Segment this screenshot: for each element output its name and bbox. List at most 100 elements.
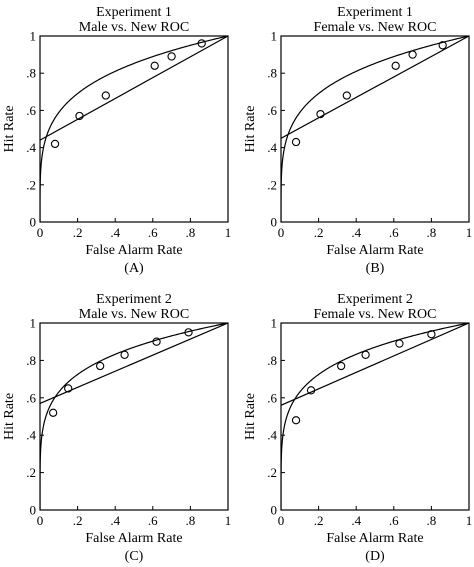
data-point <box>408 50 417 59</box>
x-tick-label: 0 <box>37 225 44 240</box>
chart-subtitle: Female vs. New ROC <box>314 307 437 322</box>
x-tick-label: .6 <box>389 225 399 240</box>
y-tick-label: 0 <box>30 215 37 230</box>
y-tick-label: .8 <box>267 66 277 81</box>
linear-fit-line <box>281 323 469 406</box>
data-point <box>152 337 161 346</box>
x-tick-label: 1 <box>466 513 473 528</box>
plot-frame <box>39 35 229 223</box>
linear-fit-line <box>281 36 469 139</box>
y-tick-label: .4 <box>267 140 277 155</box>
y-tick-label: .6 <box>267 103 277 118</box>
data-point <box>167 52 176 61</box>
chart-subtitle: Male vs. New ROC <box>79 307 189 322</box>
data-point <box>75 111 84 121</box>
data-point <box>361 350 370 359</box>
roc-curve <box>40 323 228 510</box>
y-tick-label: .8 <box>26 66 36 81</box>
linear-fit-line <box>40 36 228 141</box>
roc-curve <box>40 36 228 222</box>
roc-curve <box>281 323 469 510</box>
data-point <box>120 350 129 359</box>
chart-subtitle: Male vs. New ROC <box>79 20 189 35</box>
data-point <box>391 61 400 70</box>
x-tick-label: .8 <box>427 225 437 240</box>
x-axis-label: False Alarm Rate <box>85 531 182 546</box>
chart-title: Experiment 2 <box>337 292 413 307</box>
x-axis-label: False Alarm Rate <box>326 243 423 258</box>
y-tick-label: .8 <box>267 353 277 368</box>
x-axis-label: False Alarm Rate <box>85 243 182 258</box>
x-tick-label: .8 <box>186 225 196 240</box>
linear-fit-line <box>40 323 228 404</box>
y-tick-label: 1 <box>30 316 37 331</box>
y-tick-label: 1 <box>30 29 37 44</box>
plot-frame <box>39 322 229 511</box>
y-axis-label: Hit Rate <box>243 105 258 152</box>
panel-label: (A) <box>124 261 144 276</box>
data-point <box>395 339 404 348</box>
x-tick-label: 1 <box>225 225 232 240</box>
y-tick-label: 0 <box>30 503 37 518</box>
y-tick-label: .4 <box>26 428 36 443</box>
y-tick-label: .6 <box>26 103 36 118</box>
x-tick-label: .8 <box>427 513 437 528</box>
data-point <box>96 361 105 371</box>
x-tick-label: .4 <box>351 225 361 240</box>
chart-subtitle: Female vs. New ROC <box>314 20 437 35</box>
x-tick-label: 0 <box>278 513 285 528</box>
x-tick-label: 1 <box>466 225 473 240</box>
y-tick-label: .4 <box>26 140 36 155</box>
y-tick-label: .4 <box>267 428 277 443</box>
data-point <box>101 91 110 100</box>
data-point <box>291 137 301 147</box>
y-axis-label: Hit Rate <box>243 393 258 440</box>
x-tick-label: .4 <box>110 513 120 528</box>
x-axis-label: False Alarm Rate <box>326 531 423 546</box>
chart-title: Experiment 2 <box>96 292 172 307</box>
panel-label: (D) <box>365 549 385 564</box>
y-tick-label: .8 <box>26 353 36 368</box>
plot-frame <box>280 35 470 223</box>
y-tick-label: .6 <box>267 390 277 405</box>
data-point <box>291 416 301 425</box>
y-tick-label: .2 <box>267 177 277 192</box>
x-tick-label: .6 <box>148 225 158 240</box>
data-point <box>150 61 159 70</box>
data-point <box>427 330 436 339</box>
data-point <box>342 91 351 100</box>
data-point <box>197 39 206 48</box>
y-tick-label: 0 <box>271 215 278 230</box>
x-tick-label: .4 <box>110 225 120 240</box>
y-tick-label: .2 <box>26 465 36 480</box>
x-tick-label: .6 <box>389 513 399 528</box>
y-tick-label: .2 <box>267 465 277 480</box>
y-tick-label: 0 <box>271 503 278 518</box>
x-tick-label: 0 <box>37 513 44 528</box>
x-tick-label: .2 <box>73 225 83 240</box>
x-tick-label: 1 <box>225 513 232 528</box>
x-tick-label: 0 <box>278 225 285 240</box>
panel-label: (C) <box>125 549 144 564</box>
data-point <box>337 361 346 371</box>
x-tick-label: .6 <box>148 513 158 528</box>
y-axis-label: Hit Rate <box>2 105 17 152</box>
roc-curve <box>281 36 469 222</box>
panel-label: (B) <box>366 261 385 276</box>
x-tick-label: .4 <box>351 513 361 528</box>
plot-frame <box>280 322 470 511</box>
chart-title: Experiment 1 <box>337 5 413 20</box>
x-tick-label: .8 <box>186 513 196 528</box>
data-point <box>184 328 193 337</box>
y-tick-label: .2 <box>26 177 36 192</box>
data-point <box>438 41 447 50</box>
data-point <box>50 139 60 149</box>
chart-title: Experiment 1 <box>96 5 172 20</box>
x-tick-label: .2 <box>314 513 324 528</box>
x-tick-label: .2 <box>314 225 324 240</box>
data-point <box>49 408 58 417</box>
